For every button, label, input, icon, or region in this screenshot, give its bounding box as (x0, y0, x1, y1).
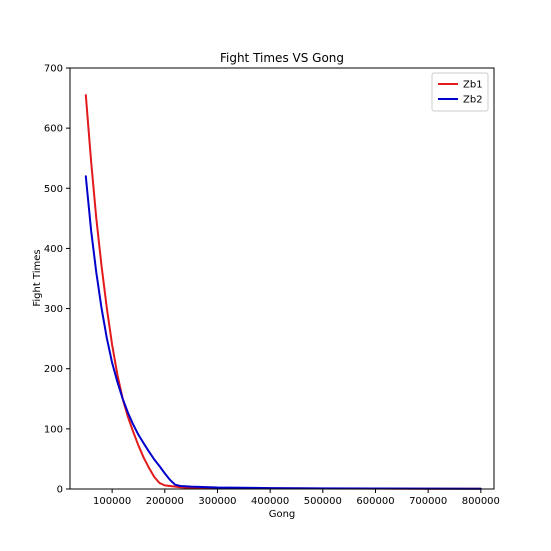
x-tick-label: 800000 (462, 496, 500, 507)
y-tick-label: 200 (44, 364, 63, 375)
y-axis-label: Fight Times (32, 249, 43, 306)
y-tick-label: 500 (44, 184, 63, 195)
y-axis: 0 100 200 300 400 500 600 700 (44, 64, 70, 496)
x-axis: 100000 200000 300000 400000 500000 600000 7000… (93, 489, 500, 507)
y-tick-label: 400 (44, 244, 63, 255)
legend-label: Zb2 (463, 95, 483, 106)
x-tick-label: 700000 (409, 496, 447, 507)
x-tick-label: 400000 (251, 496, 289, 507)
legend-label: Zb1 (463, 80, 483, 91)
y-tick-label: 100 (44, 424, 63, 435)
y-tick-label: 600 (44, 124, 63, 135)
legend-box (431, 72, 489, 112)
x-tick-label: 100000 (93, 496, 131, 507)
series-line-zb2 (84, 175, 482, 490)
series-line-zb1 (84, 94, 482, 490)
plot-frame (69, 67, 495, 490)
x-axis-label: Gong (269, 509, 296, 520)
x-tick-label: 200000 (146, 496, 184, 507)
chart-title: Fight Times VS Gong (220, 51, 344, 65)
y-tick-label: 0 (57, 485, 63, 496)
y-tick-label: 700 (44, 64, 63, 75)
x-tick-label: 600000 (356, 496, 394, 507)
x-tick-label: 300000 (198, 496, 236, 507)
y-tick-label: 300 (44, 304, 63, 315)
x-tick-label: 500000 (304, 496, 342, 507)
plot-lines (84, 94, 482, 490)
